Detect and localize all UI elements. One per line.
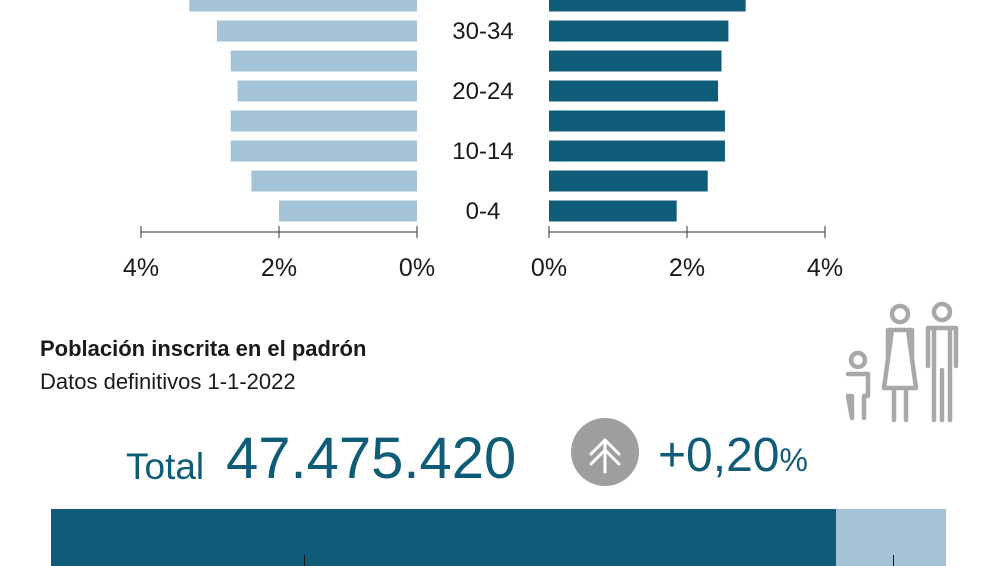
left-bar-0-4 [279,200,417,222]
age-label-30-34: 30-34 [452,18,513,45]
right-bar-35-39 [549,0,746,12]
population-pyramid-chart: 30-34 20-24 10-14 0-4 4% 2% 0% 0% 2% 4% [123,0,843,282]
change-indicator: +0,20% [658,428,808,483]
right-bar-5-9 [549,170,708,192]
left-bar-20-24 [237,80,417,102]
change-value: +0,20 [658,429,780,482]
right-bar-15-19 [549,110,725,132]
right-bar-10-14 [549,140,725,162]
left-bar-30-34 [216,20,417,42]
age-label-10-14: 10-14 [452,138,513,165]
section-title: Población inscrita en el padrón [40,336,367,361]
left-bars [189,0,417,222]
population-split-bar [51,509,946,566]
right-bars [549,0,746,222]
right-tick-label: 0% [531,254,567,282]
left-tick-label: 4% [123,254,159,282]
section-subtitle: Datos definitivos 1-1-2022 [40,369,296,394]
left-bar-25-29 [230,50,417,72]
right-tick-label: 4% [807,254,843,282]
age-label-20-24: 20-24 [452,78,513,105]
x-axes: 4% 2% 0% 0% 2% 4% [123,226,843,282]
right-bar-25-29 [549,50,722,72]
right-bar-0-4 [549,200,677,222]
left-bar-15-19 [230,110,417,132]
right-bar-30-34 [549,20,729,42]
total-label: Total [126,446,205,487]
arrow-up-icon [571,418,639,486]
total-value: 47.475.420 [226,426,517,491]
age-label-0-4: 0-4 [466,198,501,225]
right-bar-20-24 [549,80,719,102]
left-bar-10-14 [230,140,417,162]
left-bar-5-9 [251,170,417,192]
split-bar-main-segment [51,509,836,566]
right-tick-label: 2% [669,254,705,282]
family-icon [845,301,959,423]
split-bar-tick [893,555,894,566]
left-tick-label: 2% [261,254,297,282]
split-bar-rest-segment [836,509,946,566]
left-bar-35-39 [189,0,417,12]
left-tick-label: 0% [399,254,435,282]
age-labels: 30-34 20-24 10-14 0-4 [452,18,513,225]
split-bar-tick [304,555,305,566]
change-unit: % [779,442,808,478]
